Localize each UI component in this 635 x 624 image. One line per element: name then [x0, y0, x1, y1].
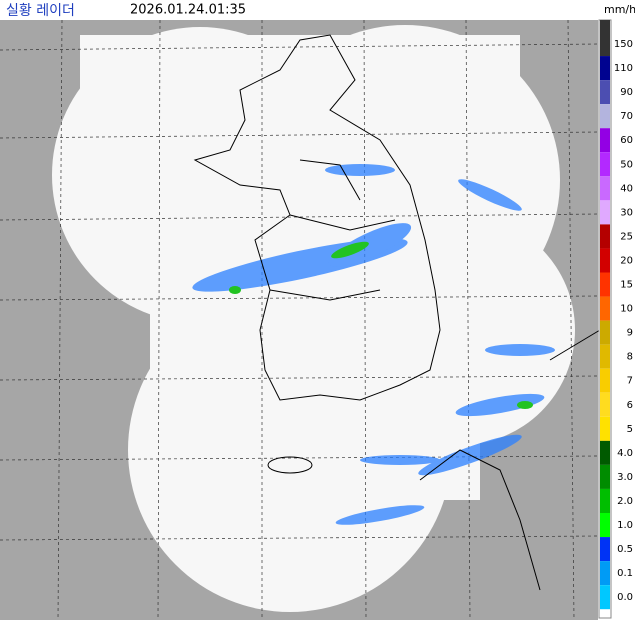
legend-swatch: [600, 104, 610, 129]
legend-label: 70: [620, 111, 633, 122]
legend-label: 15: [620, 280, 633, 291]
legend-swatch: [600, 248, 610, 273]
legend-swatch: [600, 537, 610, 562]
legend-swatch: [600, 368, 610, 393]
header-bar: [0, 0, 598, 20]
legend-label: 50: [620, 159, 633, 170]
legend-label: 9: [627, 328, 633, 339]
legend-label: 5: [627, 424, 633, 435]
legend-label: 6: [627, 400, 633, 411]
unit: mm/h: [604, 3, 635, 16]
legend-swatch: [600, 344, 610, 369]
heavy-echoes: [229, 241, 533, 409]
legend-swatch: [600, 392, 610, 417]
title: 실황 레이더: [6, 3, 75, 19]
legend-swatch: [600, 585, 610, 610]
legend-label: 30: [620, 207, 633, 218]
legend-label: 8: [627, 352, 633, 363]
legend-swatch: [600, 176, 610, 201]
map: [0, 19, 601, 621]
legend-label: 150: [614, 39, 633, 50]
legend-swatch: [600, 80, 610, 105]
legend-swatch: [600, 513, 610, 538]
legend-label: 20: [620, 255, 633, 266]
legend-label: 90: [620, 87, 633, 98]
legend-swatch: [600, 561, 610, 586]
legend-swatch: [600, 272, 610, 297]
legend-label: 25: [620, 231, 633, 242]
legend-swatch: [600, 200, 610, 225]
legend-swatch: [600, 20, 610, 57]
legend-label: 110: [614, 63, 633, 74]
legend-swatch: [600, 224, 610, 249]
legend-label: 2.0: [617, 496, 633, 507]
legend-label: 0.1: [617, 568, 633, 579]
legend-label: 4.0: [617, 448, 633, 459]
legend-label: 0.0: [617, 592, 633, 603]
legend-swatch: [600, 440, 610, 465]
legend: 150 110 90 70 60 50 40 30 25 20 15 10 9 8 7 6 5 4.0 3.0 2.0…: [598, 19, 633, 619]
legend-swatch: [600, 152, 610, 177]
legend-swatch: [600, 320, 610, 345]
legend-label: 40: [620, 183, 633, 194]
radar-coverage: [52, 25, 575, 612]
legend-swatch: [600, 416, 610, 441]
legend-swatch: [600, 128, 610, 153]
legend-swatch: [600, 56, 610, 81]
legend-label: 60: [620, 135, 633, 146]
coastlines: [193, 34, 601, 591]
timestamp: 2026.01.24.01:35: [130, 3, 246, 18]
legend-swatch: [600, 464, 610, 489]
legend-label: 0.5: [617, 544, 633, 555]
legend-label: 3.0: [617, 472, 633, 483]
legend-swatch: [600, 296, 610, 321]
legend-label: 1.0: [617, 520, 633, 531]
legend-swatch: [600, 488, 610, 513]
legend-label: 10: [620, 304, 633, 315]
legend-label: 7: [627, 376, 633, 387]
